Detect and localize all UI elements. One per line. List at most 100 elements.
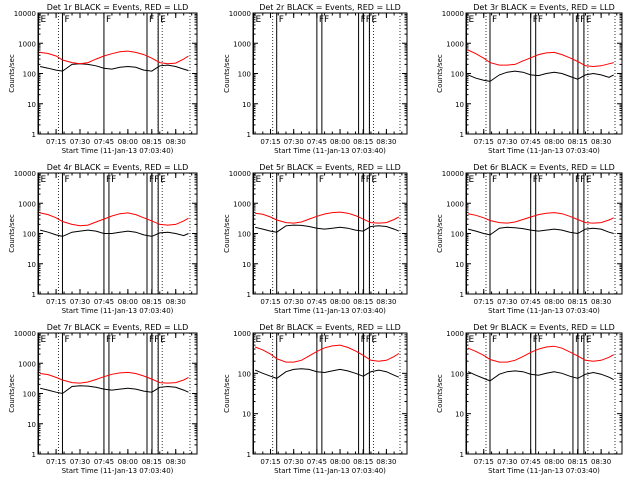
event-marker-label: FF xyxy=(361,175,371,185)
event-marker-label: F xyxy=(279,335,284,345)
y-tick-label: 1 xyxy=(32,291,36,299)
x-axis-label: Start Time (11-Jan-13 07:03:40) xyxy=(62,147,174,155)
x-tick-label: 08:15 xyxy=(353,138,373,146)
y-tick-label: 10 xyxy=(27,421,36,429)
events-series-line xyxy=(467,226,614,236)
y-tick-label: 1 xyxy=(247,131,251,139)
event-marker-label: F xyxy=(149,15,154,25)
x-tick-label: 07:45 xyxy=(94,138,114,146)
event-marker-label: FF xyxy=(319,15,329,25)
x-tick-label: 07:45 xyxy=(94,298,114,306)
x-tick-label: 08:15 xyxy=(353,298,373,306)
event-marker-label: E xyxy=(41,15,47,25)
event-marker-label: E xyxy=(256,175,262,185)
panel-title: Det 3r BLACK = Events, RED = LLD xyxy=(473,3,615,12)
event-marker-label: F xyxy=(64,335,69,345)
x-tick-label: 07:15 xyxy=(474,458,494,466)
y-tick-label: 1000 xyxy=(446,200,464,208)
x-tick-label: 07:45 xyxy=(307,458,327,466)
events-series-line xyxy=(467,70,614,82)
x-tick-label: 07:15 xyxy=(260,458,280,466)
x-tick-label: 08:00 xyxy=(544,298,564,306)
x-axis-label: Start Time (11-Jan-13 07:03:40) xyxy=(274,147,386,155)
x-tick-label: 07:15 xyxy=(46,138,66,146)
y-tick-label: 100 xyxy=(23,71,36,79)
x-tick-label: 08:30 xyxy=(376,138,396,146)
event-marker-label: E xyxy=(41,335,47,345)
x-tick-label: 08:00 xyxy=(330,138,350,146)
events-series-line xyxy=(467,370,614,382)
y-tick-label: 1000 xyxy=(446,40,464,48)
x-tick-label: 07:30 xyxy=(70,138,90,146)
y-tick-label: 10000 xyxy=(14,10,36,18)
x-tick-label: 08:30 xyxy=(591,298,611,306)
y-tick-label: 10 xyxy=(242,101,251,109)
x-axis-label: Start Time (11-Jan-13 07:03:40) xyxy=(488,307,600,315)
panel-det-6: Det 6r BLACK = Events, RED = LLD 1 10 100 10… xyxy=(436,163,623,315)
y-axis-label: Counts/sec xyxy=(436,54,444,93)
event-marker-label: F xyxy=(492,175,497,185)
x-tick-label: 08:15 xyxy=(142,298,162,306)
event-marker-label: E xyxy=(371,15,377,25)
x-tick-label: 07:45 xyxy=(307,298,327,306)
x-tick-label: 08:30 xyxy=(591,138,611,146)
x-tick-label: 07:30 xyxy=(70,298,90,306)
x-tick-label: 08:00 xyxy=(544,138,564,146)
y-tick-label: 1000 xyxy=(446,330,464,338)
x-axis-label: Start Time (11-Jan-13 07:03:40) xyxy=(274,307,386,315)
y-tick-label: 1000 xyxy=(233,200,251,208)
x-tick-label: 08:00 xyxy=(330,298,350,306)
x-tick-label: 07:30 xyxy=(497,458,517,466)
event-marker-label: E xyxy=(371,335,377,345)
y-tick-label: 1000 xyxy=(233,40,251,48)
x-tick-label: 07:15 xyxy=(474,298,494,306)
event-marker-label: E xyxy=(160,15,166,25)
event-marker-label: E xyxy=(160,335,166,345)
events-series-line xyxy=(254,368,399,379)
event-marker-label: E xyxy=(41,175,47,185)
events-series-line xyxy=(39,229,189,237)
x-tick-label: 07:45 xyxy=(521,138,541,146)
event-marker-label: FF xyxy=(149,175,159,185)
x-tick-label: 08:00 xyxy=(544,458,564,466)
x-tick-label: 07:30 xyxy=(284,298,304,306)
x-tick-label: 07:45 xyxy=(521,458,541,466)
y-tick-label: 10 xyxy=(27,101,36,109)
event-marker-label: E xyxy=(160,175,166,185)
event-marker-label: FF xyxy=(575,15,585,25)
x-tick-label: 08:15 xyxy=(353,458,373,466)
event-marker-label: FF xyxy=(106,335,116,345)
y-tick-label: 1 xyxy=(460,291,464,299)
y-tick-label: 1000 xyxy=(233,330,251,338)
y-axis-label: Counts/sec xyxy=(436,374,444,413)
x-tick-label: 07:30 xyxy=(70,458,90,466)
y-tick-label: 10000 xyxy=(229,10,251,18)
y-tick-label: 10 xyxy=(455,261,464,269)
x-tick-label: 07:15 xyxy=(474,138,494,146)
y-tick-label: 100 xyxy=(238,71,251,79)
y-tick-label: 10000 xyxy=(442,10,464,18)
events-series-line xyxy=(39,63,189,72)
x-tick-label: 07:15 xyxy=(260,138,280,146)
y-tick-label: 10000 xyxy=(229,170,251,178)
x-tick-label: 08:00 xyxy=(330,458,350,466)
event-marker-label: E xyxy=(586,175,592,185)
x-tick-label: 07:45 xyxy=(307,138,327,146)
event-marker-label: E xyxy=(586,15,592,25)
panel-title: Det 2r BLACK = Events, RED = LLD xyxy=(259,3,401,12)
y-tick-label: 1 xyxy=(460,451,464,459)
event-marker-label: F xyxy=(279,175,284,185)
y-axis-label: Counts/sec xyxy=(8,54,16,93)
x-tick-label: 08:15 xyxy=(568,298,588,306)
events-series-line xyxy=(254,224,399,233)
x-tick-label: 08:15 xyxy=(142,138,162,146)
lld-series-line xyxy=(39,212,189,227)
y-tick-label: 1000 xyxy=(18,360,36,368)
event-marker-label: FF xyxy=(319,335,329,345)
event-marker-label: E xyxy=(586,335,592,345)
event-marker-label: F xyxy=(492,335,497,345)
y-tick-label: 10 xyxy=(242,261,251,269)
x-tick-label: 07:30 xyxy=(284,138,304,146)
panel-title: Det 5r BLACK = Events, RED = LLD xyxy=(259,163,401,172)
